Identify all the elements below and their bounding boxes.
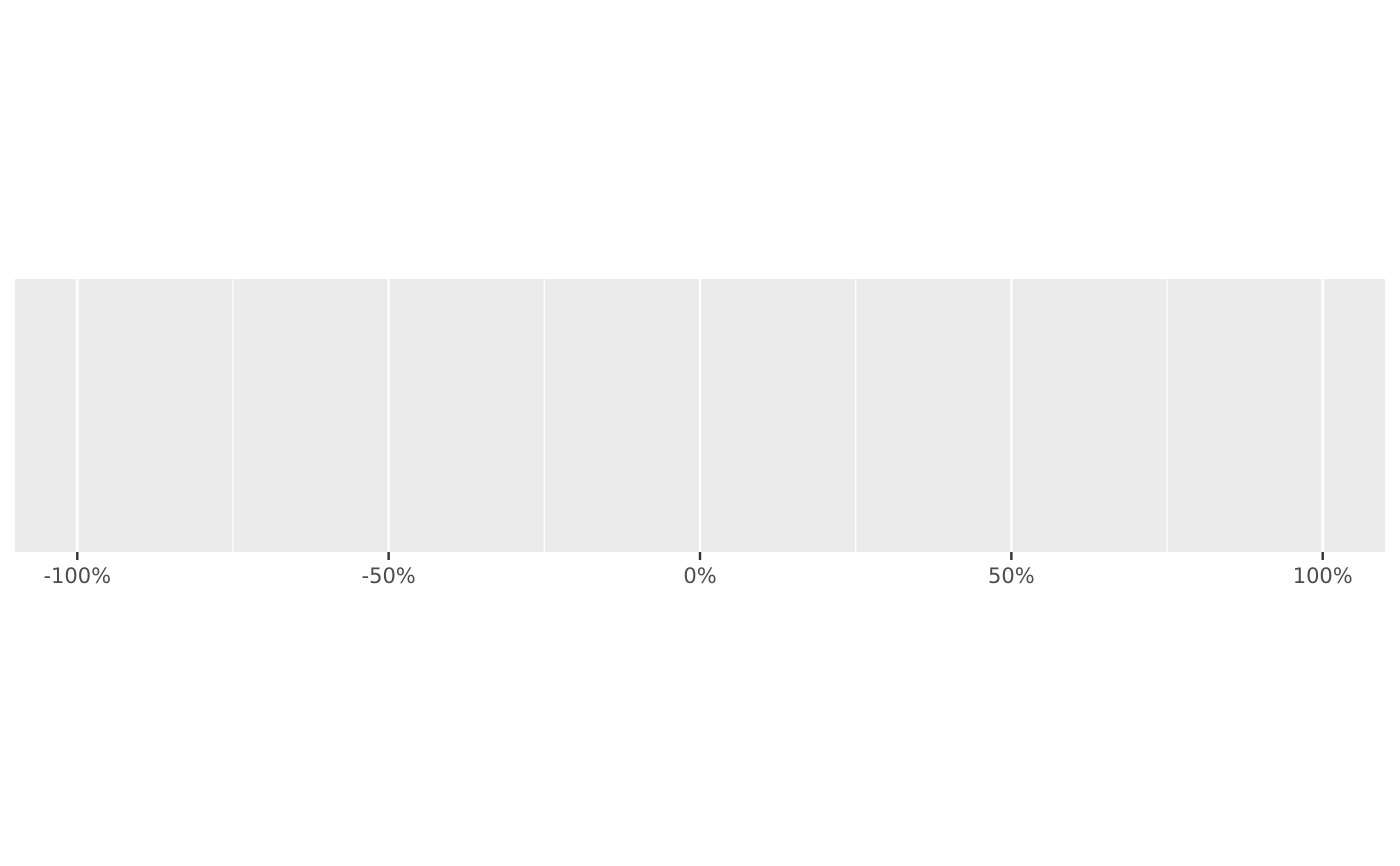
x-tick-label-4: 100%	[1293, 564, 1353, 588]
x-axis-ticks	[76, 552, 1324, 560]
x-axis-tick-labels: -100% -50% 0% 50% 100%	[43, 564, 1352, 588]
major-gridlines	[76, 279, 1324, 552]
minor-gridlines	[232, 279, 1168, 552]
x-tick-label-2: 0%	[683, 564, 716, 588]
x-tick-label-1: -50%	[362, 564, 416, 588]
x-tick-label-3: 50%	[988, 564, 1035, 588]
x-tick-label-0: -100%	[43, 564, 111, 588]
